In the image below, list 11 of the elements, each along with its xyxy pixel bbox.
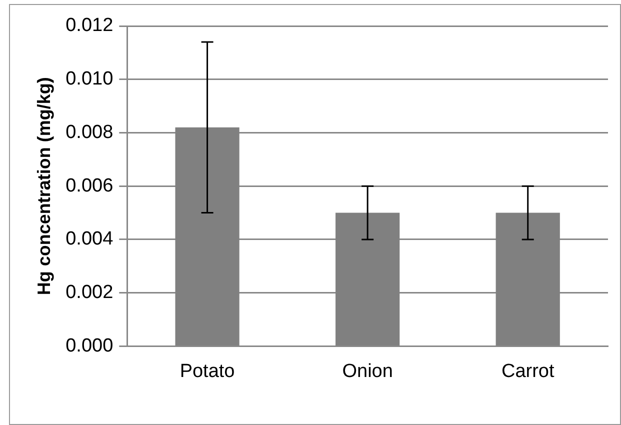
y-tick-label: 0.002 [66, 282, 114, 304]
y-tick-label: 0.010 [66, 68, 114, 90]
y-tick-label: 0.012 [66, 15, 114, 36]
y-axis-title: Hg concentration (mg/kg) [34, 77, 54, 296]
y-tick-label: 0.000 [66, 335, 114, 356]
y-tick-label: 0.008 [66, 122, 114, 143]
y-tick-label: 0.006 [66, 175, 114, 196]
x-tick-label: Potato [180, 360, 235, 382]
x-tick-label: Onion [342, 360, 393, 382]
x-tick-label: Carrot [501, 360, 555, 382]
y-tick-label: 0.004 [66, 228, 114, 250]
